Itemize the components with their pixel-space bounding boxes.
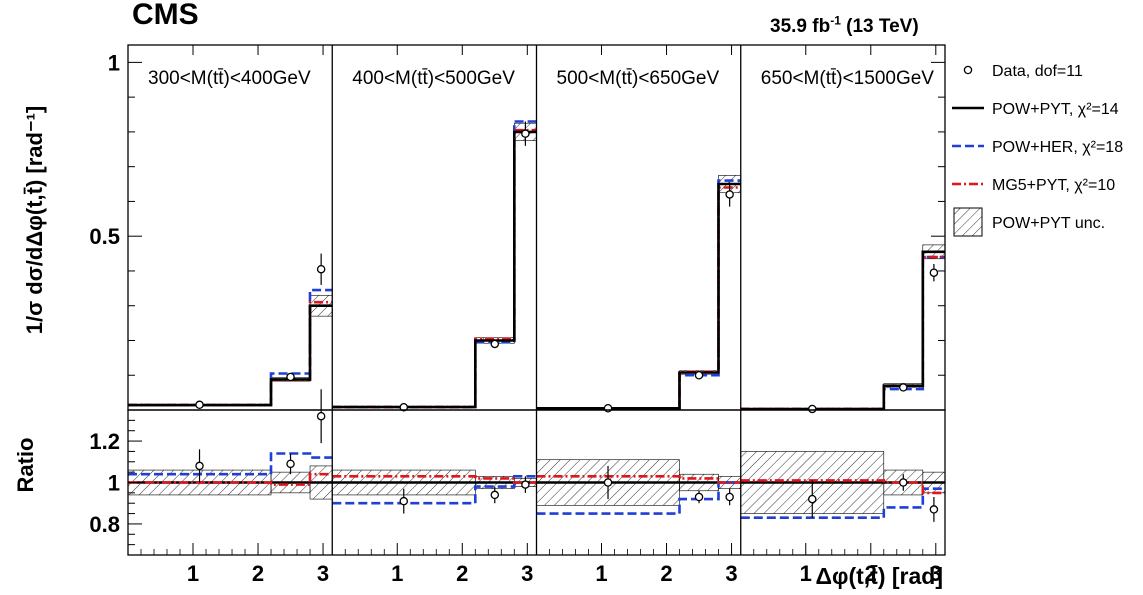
data-point-2-2 — [490, 339, 500, 349]
data-point-4-1 — [808, 404, 817, 414]
data-point-2-3 — [521, 129, 530, 138]
series-pow-her-panel-2 — [332, 120, 537, 409]
data-point-3-1 — [603, 404, 613, 413]
ratio-mg5-pyt-panel-3 — [536, 475, 741, 484]
lumi-unit: fb — [812, 16, 831, 37]
series-pow-pyt-panel-3 — [536, 182, 741, 410]
legend-label-1: Data, dof=11 — [992, 63, 1083, 80]
x-tick-label-3-1: 1 — [595, 561, 607, 586]
series-mg5-pyt-panel-1 — [128, 300, 333, 407]
ratio-data-point-4-1 — [808, 494, 817, 504]
data-point-4-2 — [899, 383, 908, 392]
series-pow-pyt-panel-4 — [740, 250, 945, 411]
lumi-exponent: -1 — [830, 13, 841, 28]
ratio-data-point-2-3 — [521, 480, 530, 489]
panel-label-1: 300<M(tt̄)<400GeV — [148, 68, 311, 89]
x-tick-label-4-1: 1 — [800, 561, 812, 586]
ratio-pow-her-panel-2 — [332, 475, 537, 505]
data-point-1-3 — [316, 264, 326, 274]
x-tick-label-3-2: 2 — [660, 561, 672, 586]
ratio-mg5-pyt-panel-2 — [332, 475, 537, 484]
ratio-data-point-4-3 — [929, 505, 939, 514]
y-axis-title-ratio: Ratio — [6, 420, 46, 510]
panel-label-4: 650<M(tt̄)<1500GeV — [761, 68, 935, 89]
y-axis-title-top-text: 1/σ dσ/dΔφ(t,t̄) [rad⁻¹] — [22, 105, 47, 335]
x-tick-label-1-1: 1 — [187, 561, 199, 586]
energy-label: (13 TeV) — [846, 16, 919, 37]
ratio-pow-her-panel-4 — [740, 487, 945, 519]
panel-label-3: 500<M(tt̄)<650GeV — [557, 68, 720, 89]
data-point-1-2 — [286, 372, 295, 382]
luminosity-label: 35.9 fb-1 (13 TeV) — [770, 13, 919, 38]
x-tick-label-1-3: 3 — [317, 561, 329, 586]
x-tick-label-2-3: 3 — [521, 561, 533, 586]
x-tick-label-1-2: 2 — [252, 561, 264, 586]
ratio-data-point-1-1 — [195, 461, 204, 471]
ratio-data-point-2-1 — [399, 496, 409, 506]
legend-label-4: MG5+PYT, χ²=10 — [992, 177, 1115, 194]
x-tick-label-2-1: 1 — [391, 561, 403, 586]
series-mg5-pyt-panel-3 — [536, 186, 741, 410]
series-mg5-pyt-panel-2 — [332, 128, 537, 409]
ratio-mg5-pyt-panel-1 — [128, 472, 333, 486]
data-point-1-1 — [195, 400, 204, 410]
data-point-4-3 — [929, 268, 939, 277]
y-axis-title-ratio-text: Ratio — [13, 437, 38, 493]
legend-marker-data — [963, 65, 973, 75]
experiment-label: CMS — [132, 0, 199, 31]
ratio-data-point-2-2 — [490, 490, 500, 500]
ratio-data-point-3-1 — [603, 478, 613, 487]
x-tick-label-4-3: 3 — [930, 561, 942, 586]
y-tick-label-top-1: 1 — [108, 50, 120, 75]
series-pow-her-panel-1 — [128, 288, 333, 407]
ratio-data-point-1-3 — [316, 411, 326, 421]
series-pow-pyt-panel-2 — [332, 130, 537, 409]
panel-label-2: 400<M(tt̄)<500GeV — [352, 68, 515, 89]
y-tick-label-ratio-0.8: 0.8 — [89, 512, 120, 537]
legend-label-5: POW+PYT unc. — [992, 215, 1105, 232]
y-tick-label-ratio-1.2: 1.2 — [89, 429, 120, 454]
x-tick-label-4-2: 2 — [865, 561, 877, 586]
legend-swatch-unc — [953, 207, 983, 237]
legend-label-2: POW+PYT, χ²=14 — [992, 101, 1119, 118]
series-pow-pyt-panel-1 — [128, 304, 333, 407]
y-axis-title-top: 1/σ dσ/dΔφ(t,t̄) [rad⁻¹] — [20, 90, 50, 350]
ratio-data-point-3-2 — [694, 492, 704, 502]
ratio-data-point-1-2 — [286, 459, 295, 469]
x-axis-title: Δφ(t,t̄) [rad] — [815, 563, 943, 589]
ratio-data-point-4-2 — [899, 478, 908, 487]
lumi-value: 35.9 — [770, 16, 807, 37]
x-tick-label-2-2: 2 — [456, 561, 468, 586]
legend-label-3: POW+HER, χ²=18 — [992, 139, 1123, 156]
ratio-mg5-pyt-panel-4 — [740, 479, 945, 495]
ratio-data-point-3-3 — [725, 492, 734, 502]
data-point-3-3 — [725, 190, 734, 199]
y-tick-label-ratio-1: 1 — [108, 471, 120, 496]
x-tick-label-3-3: 3 — [725, 561, 737, 586]
data-point-2-1 — [399, 402, 409, 412]
y-tick-label-top-0.5: 0.5 — [89, 224, 120, 249]
data-point-3-2 — [694, 370, 704, 380]
